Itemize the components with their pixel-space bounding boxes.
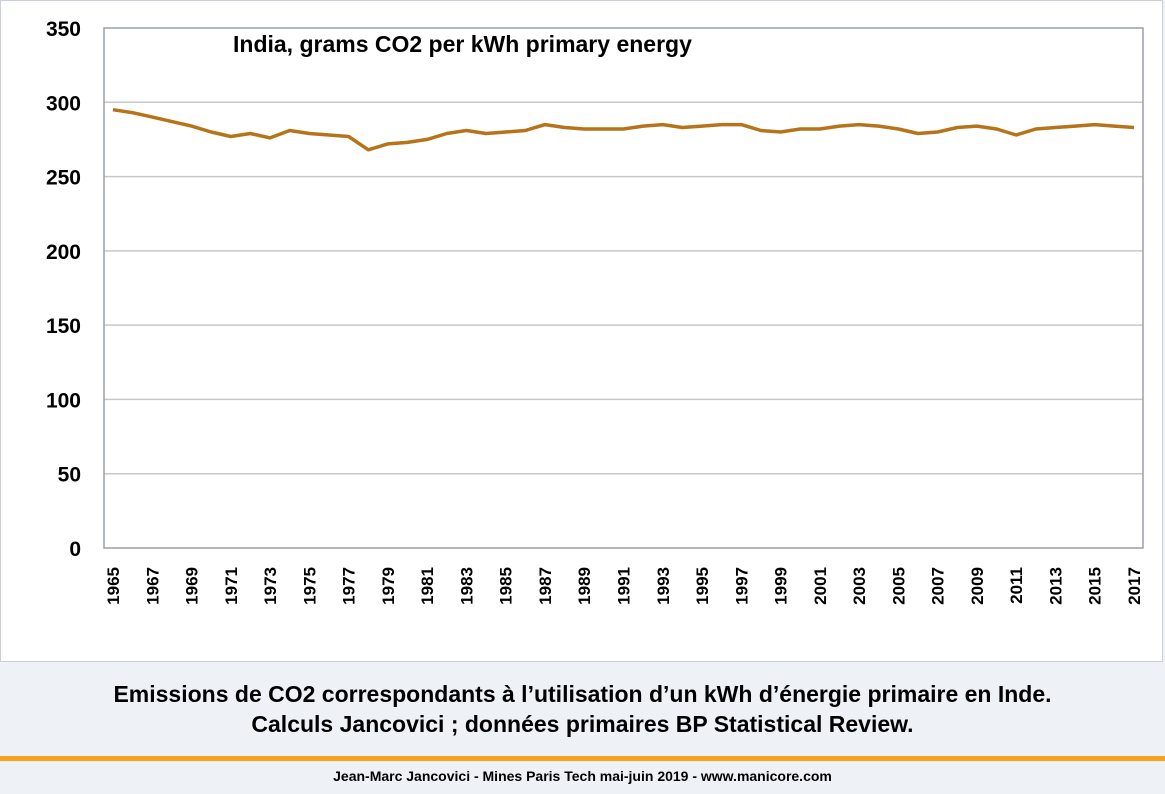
plot-frame: [103, 27, 1144, 549]
x-tick-label: 1979: [379, 567, 398, 605]
x-tick-label: 1981: [418, 567, 437, 605]
series-line: [112, 107, 1135, 152]
x-tick-label: 1987: [536, 567, 555, 605]
x-tick-label: 2001: [811, 567, 830, 605]
y-tick-label: 100: [46, 389, 81, 412]
chart-title: India, grams CO2 per kWh primary energy: [233, 31, 692, 57]
x-tick-label: 1965: [104, 567, 123, 605]
x-tick-label: 1977: [340, 567, 359, 605]
caption: Emissions de CO2 correspondants à l’util…: [0, 664, 1165, 756]
x-tick-label: 1985: [497, 567, 516, 605]
y-tick-label: 200: [46, 241, 81, 264]
x-tick-label: 2007: [929, 567, 948, 605]
x-tick-label: 1999: [772, 567, 791, 605]
grid-lines: [104, 101, 1143, 475]
x-tick-label: 2017: [1125, 567, 1144, 605]
y-tick-label: 0: [69, 538, 81, 561]
x-tick-label: 1989: [575, 567, 594, 605]
x-tick-label: 2003: [850, 567, 869, 605]
x-tick-label: 2011: [1007, 567, 1026, 604]
x-tick-label: 1971: [222, 567, 241, 605]
x-tick-label: 1993: [654, 567, 673, 605]
x-tick-label: 2009: [968, 567, 987, 605]
x-tick-label: 2005: [889, 567, 908, 605]
series-layer: [112, 107, 1135, 152]
y-tick-label: 300: [46, 92, 81, 115]
x-tick-label: 1975: [300, 567, 319, 605]
y-tick-label: 250: [46, 167, 81, 190]
x-tick-label: 1983: [457, 567, 476, 605]
x-tick-label: 2015: [1086, 567, 1105, 605]
x-axis-ticks: 1965 1967 1969 1971 1973 1975 1977 1979 1981 1983…: [104, 567, 1144, 605]
x-tick-label: 1973: [261, 567, 280, 605]
y-tick-label: 350: [46, 18, 81, 41]
y-axis-ticks: 0 50 100 150 200 250 300 350: [46, 18, 81, 561]
chart-panel: 0 50 100 150 200 250 300 350 1965 1967 1969 1971 19…: [0, 0, 1163, 662]
x-tick-label: 1991: [615, 567, 634, 605]
x-tick-label: 2013: [1046, 567, 1065, 605]
y-tick-label: 50: [58, 464, 81, 487]
y-tick-label: 150: [46, 315, 81, 338]
x-tick-label: 1967: [143, 567, 162, 605]
x-tick-label: 1995: [693, 567, 712, 605]
footer-credit: Jean-Marc Jancovici - Mines Paris Tech m…: [333, 768, 832, 784]
orange-divider: [0, 756, 1165, 761]
caption-line-2: Calculs Jancovici ; données primaires BP…: [251, 711, 914, 737]
x-tick-label: 1969: [183, 567, 202, 605]
caption-line-1: Emissions de CO2 correspondants à l’util…: [113, 681, 1052, 707]
x-tick-label: 1997: [732, 567, 751, 605]
